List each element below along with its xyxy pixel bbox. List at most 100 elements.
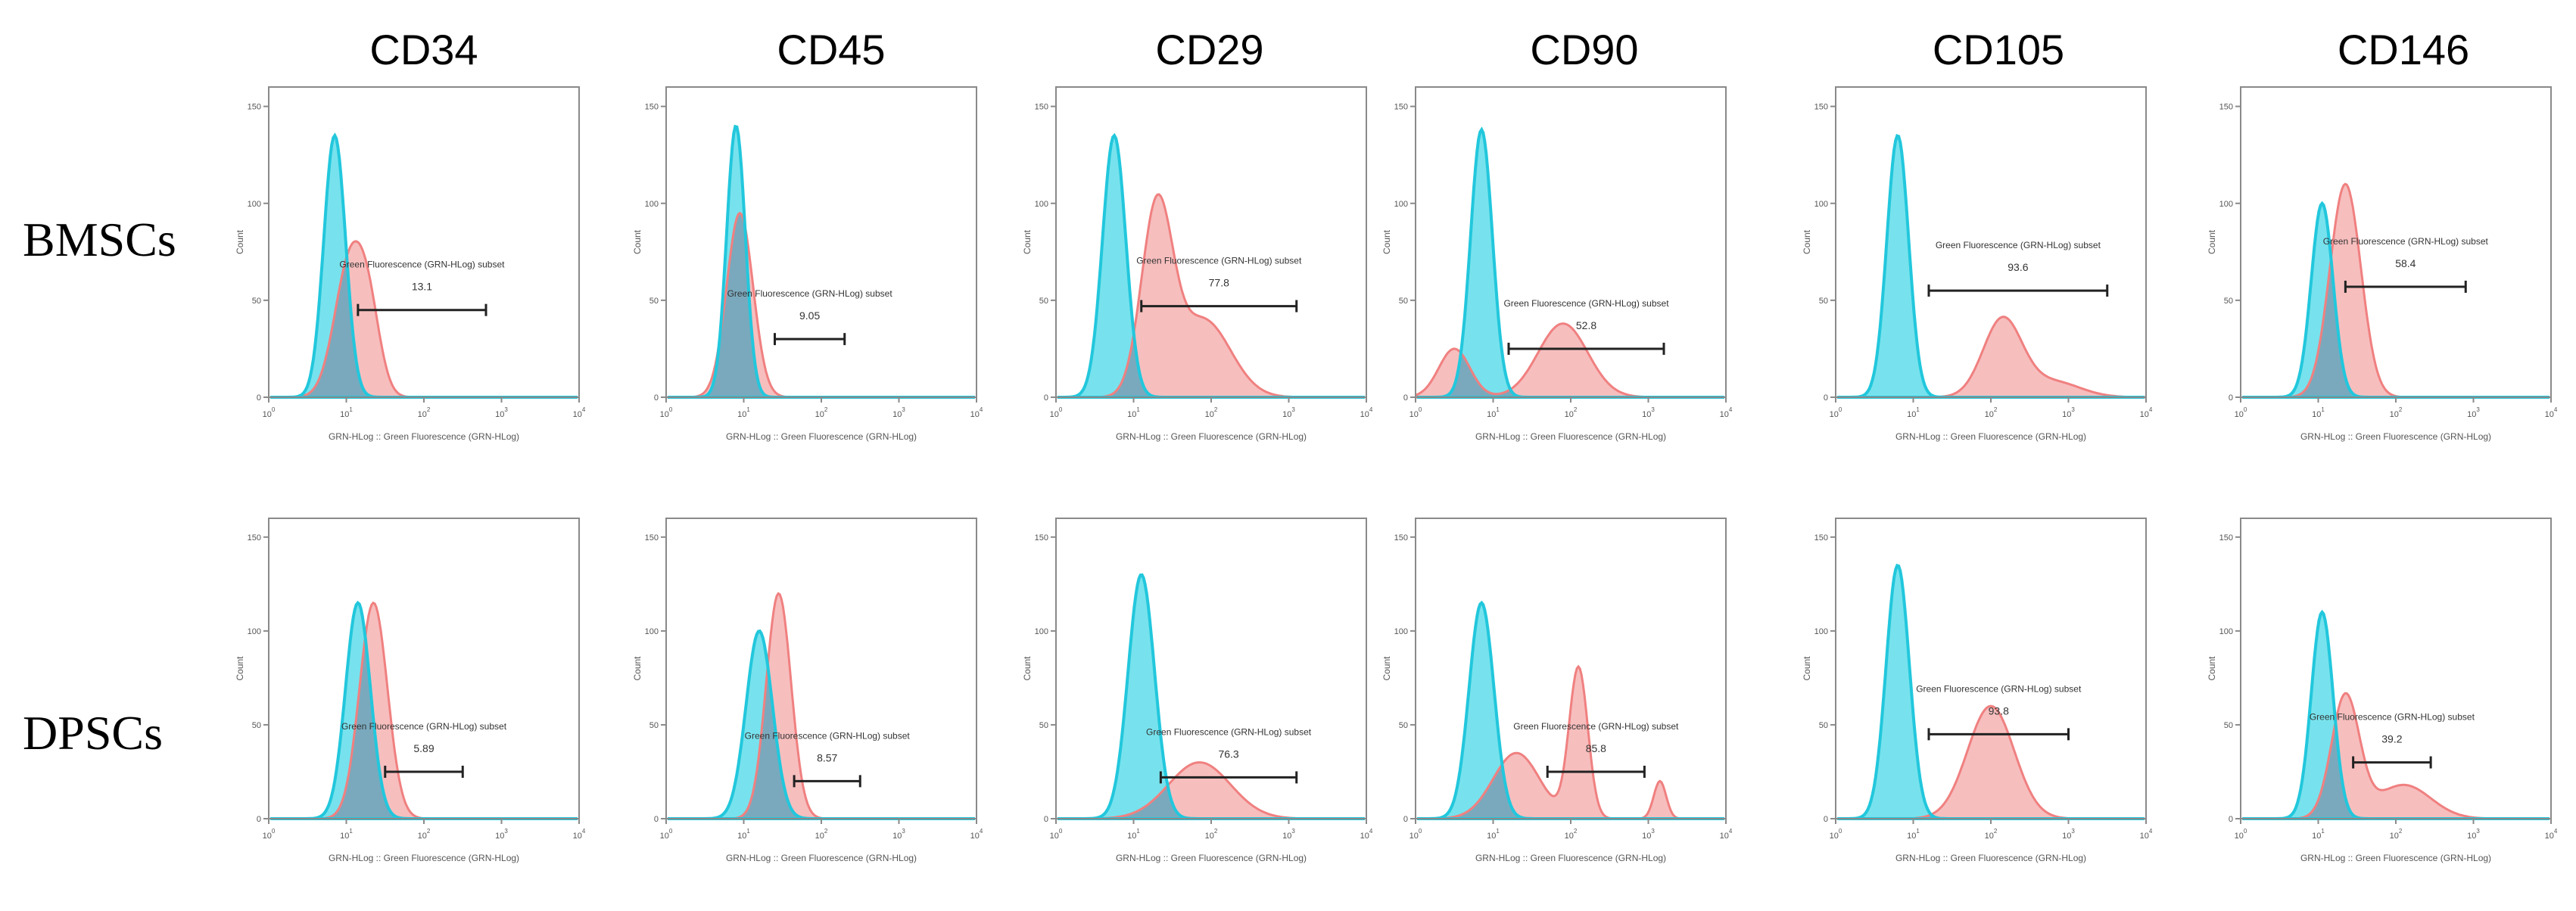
sample-histogram-fill xyxy=(1837,316,2145,397)
x-tick-label: 104 xyxy=(573,828,586,841)
row-label-dpscs: DPSCs xyxy=(23,706,163,760)
x-tick-label: 100 xyxy=(1830,406,1842,419)
x-tick-label: 104 xyxy=(2140,406,2153,419)
y-tick-label: 150 xyxy=(1035,533,1048,543)
x-tick-exponent: 2 xyxy=(1214,828,1218,835)
x-tick-label: 102 xyxy=(815,828,828,841)
control-histogram-line xyxy=(2242,201,2550,399)
y-axis-label: Count xyxy=(1802,656,1812,681)
x-tick-exponent: 1 xyxy=(746,406,750,413)
y-tick-label: 50 xyxy=(1039,721,1048,730)
x-tick-exponent: 4 xyxy=(980,406,983,413)
x-tick-label: 102 xyxy=(1985,828,1998,841)
x-tick-exponent: 4 xyxy=(980,828,983,835)
gate-percentage: 85.8 xyxy=(1586,742,1606,754)
column-title-cd90: CD90 xyxy=(1530,26,1638,73)
x-axis-label: GRN-HLog :: Green Fluorescence (GRN-HLog… xyxy=(329,853,519,863)
control-histogram-fill xyxy=(668,631,975,819)
x-tick-label: 103 xyxy=(2062,828,2075,841)
x-tick-label: 101 xyxy=(737,406,750,419)
sample-histogram-fill xyxy=(270,602,578,819)
gate-label: Green Fluorescence (GRN-HLog) subset xyxy=(1136,256,1302,266)
x-tick-label: 101 xyxy=(2312,406,2325,419)
y-axis-label: Count xyxy=(1022,656,1033,681)
gate-label: Green Fluorescence (GRN-HLog) subset xyxy=(1936,240,2101,250)
x-tick-exponent: 3 xyxy=(2476,406,2480,413)
x-tick-exponent: 0 xyxy=(272,828,276,835)
gate-percentage: 93.8 xyxy=(1989,704,2009,717)
y-tick-label: 100 xyxy=(645,627,659,636)
y-tick-label: 100 xyxy=(248,627,261,636)
x-tick-label: 100 xyxy=(263,828,276,841)
row-labels: BMSCs DPSCs xyxy=(23,213,176,760)
overlap-histogram-fill xyxy=(668,213,975,397)
x-tick-exponent: 4 xyxy=(582,406,586,413)
y-tick-label: 150 xyxy=(645,533,659,543)
y-tick-label: 0 xyxy=(1403,393,1408,403)
x-tick-exponent: 2 xyxy=(824,828,828,835)
sample-histogram-line xyxy=(1417,664,1724,820)
x-tick-label: 102 xyxy=(2390,828,2403,841)
gate-label: Green Fluorescence (GRN-HLog) subset xyxy=(2310,712,2475,723)
x-tick-exponent: 1 xyxy=(1136,828,1140,835)
sample-histogram-fill xyxy=(1417,323,1724,397)
y-axis-label: Count xyxy=(2207,229,2217,254)
x-tick-label: 102 xyxy=(1205,406,1218,419)
column-title-cd146: CD146 xyxy=(2338,26,2469,73)
y-tick-label: 150 xyxy=(1814,533,1828,543)
x-tick-label: 103 xyxy=(495,828,508,841)
column-title-cd34: CD34 xyxy=(369,26,478,73)
y-axis-label: Count xyxy=(1802,229,1812,254)
x-tick-label: 102 xyxy=(418,828,431,841)
y-tick-label: 50 xyxy=(2224,297,2233,306)
gate-label: Green Fluorescence (GRN-HLog) subset xyxy=(727,288,893,299)
sample-histogram-line xyxy=(270,601,578,820)
x-tick-exponent: 4 xyxy=(1369,406,1373,413)
x-tick-label: 104 xyxy=(2545,406,2558,419)
x-tick-exponent: 0 xyxy=(1419,406,1422,413)
x-tick-exponent: 3 xyxy=(2071,828,2075,835)
y-tick-label: 50 xyxy=(252,297,261,306)
y-tick-label: 150 xyxy=(248,533,261,543)
x-axis-label: GRN-HLog :: Green Fluorescence (GRN-HLog… xyxy=(726,853,917,863)
y-tick-label: 50 xyxy=(1819,297,1828,306)
y-tick-label: 100 xyxy=(1394,627,1408,636)
x-tick-label: 104 xyxy=(2545,828,2558,841)
x-tick-label: 103 xyxy=(2467,828,2480,841)
gate-label: Green Fluorescence (GRN-HLog) subset xyxy=(339,260,505,270)
y-tick-label: 50 xyxy=(1039,297,1048,306)
gate-percentage: 52.8 xyxy=(1576,319,1596,331)
row-label-bmscs: BMSCs xyxy=(23,213,176,266)
y-tick-label: 150 xyxy=(2219,103,2233,112)
y-tick-label: 150 xyxy=(1394,103,1408,112)
x-tick-exponent: 1 xyxy=(349,406,353,413)
x-tick-exponent: 2 xyxy=(427,828,431,835)
sample-histogram-line xyxy=(668,211,975,399)
plot-frame xyxy=(268,518,580,819)
x-tick-exponent: 0 xyxy=(669,828,673,835)
x-tick-label: 102 xyxy=(1565,828,1578,841)
x-tick-exponent: 2 xyxy=(824,406,828,413)
y-axis-label: Count xyxy=(632,656,643,681)
x-tick-label: 100 xyxy=(1050,828,1063,841)
y-tick-label: 50 xyxy=(1399,721,1408,730)
x-tick-label: 100 xyxy=(1409,828,1422,841)
x-tick-label: 102 xyxy=(418,406,431,419)
control-histogram-fill xyxy=(1837,135,2145,397)
x-tick-exponent: 0 xyxy=(1059,828,1063,835)
x-tick-exponent: 3 xyxy=(504,406,508,413)
overlap-histogram-fill xyxy=(270,241,578,397)
x-tick-exponent: 0 xyxy=(1839,828,1842,835)
x-axis-label: GRN-HLog :: Green Fluorescence (GRN-HLog… xyxy=(1895,853,2086,863)
x-tick-label: 104 xyxy=(1720,406,1733,419)
gate-percentage: 13.1 xyxy=(412,281,432,293)
y-tick-label: 0 xyxy=(1044,815,1048,824)
x-tick-exponent: 2 xyxy=(1574,406,1578,413)
y-tick-label: 0 xyxy=(1824,815,1828,824)
y-tick-label: 100 xyxy=(1035,200,1048,209)
x-tick-label: 102 xyxy=(1205,828,1218,841)
